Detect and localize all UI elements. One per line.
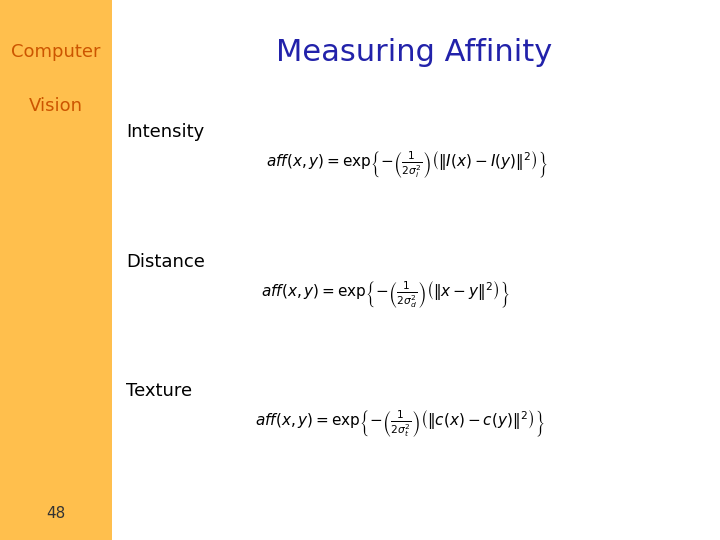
Text: 48: 48: [46, 505, 66, 521]
Text: Measuring Affinity: Measuring Affinity: [276, 38, 552, 67]
FancyBboxPatch shape: [0, 0, 112, 540]
Text: $aff(x,y)=\mathrm{exp}\left\{-\left(\frac{1}{2\sigma_d^2}\right)\left(\|x-y\|^2\: $aff(x,y)=\mathrm{exp}\left\{-\left(\fra…: [261, 279, 510, 310]
Text: Texture: Texture: [126, 382, 192, 401]
Text: $aff(x,y)=\mathrm{exp}\left\{-\left(\frac{1}{2\sigma_i^2}\right)\left(\|I(x)-I(y: $aff(x,y)=\mathrm{exp}\left\{-\left(\fra…: [266, 149, 548, 180]
Text: Distance: Distance: [126, 253, 205, 271]
Text: Computer: Computer: [11, 43, 101, 61]
Text: Vision: Vision: [29, 97, 83, 115]
Text: Intensity: Intensity: [126, 123, 204, 141]
Text: $aff(x,y)=\mathrm{exp}\left\{-\left(\frac{1}{2\sigma_t^2}\right)\left(\|c(x)-c(y: $aff(x,y)=\mathrm{exp}\left\{-\left(\fra…: [255, 408, 544, 440]
